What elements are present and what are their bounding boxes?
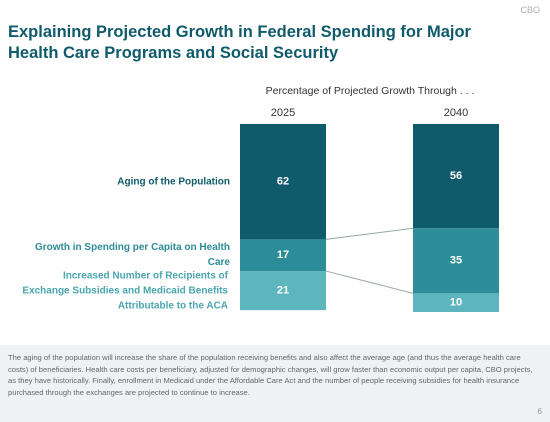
x-tick-label: 2025 bbox=[271, 107, 295, 119]
footer-panel bbox=[0, 345, 550, 422]
x-tick-label: 2040 bbox=[444, 107, 468, 119]
data-label: 17 bbox=[277, 249, 289, 261]
connector bbox=[325, 270, 414, 294]
data-label: 35 bbox=[450, 255, 462, 267]
data-label: 21 bbox=[277, 285, 289, 297]
data-label: 56 bbox=[450, 170, 462, 182]
bar-segment bbox=[413, 124, 499, 229]
brand: CBO bbox=[520, 5, 540, 15]
chart-title: Explaining Projected Growth in Federal S… bbox=[8, 23, 471, 62]
connector bbox=[325, 227, 414, 240]
page-number: 6 bbox=[537, 407, 542, 416]
legend-label: Increased Number of Recipients of Exchan… bbox=[22, 270, 228, 312]
chart-subtitle: Percentage of Projected Growth Through .… bbox=[265, 85, 475, 97]
bar-segment bbox=[240, 239, 326, 272]
bar-segment bbox=[240, 271, 326, 311]
bar-segment bbox=[413, 228, 499, 294]
legend-label: Aging of the Population bbox=[117, 176, 230, 188]
bar-segment bbox=[240, 124, 326, 240]
data-label: 62 bbox=[277, 176, 289, 188]
footnote: The aging of the population will increas… bbox=[8, 353, 533, 397]
bar-segment bbox=[413, 293, 499, 312]
data-label: 10 bbox=[450, 297, 462, 309]
legend-label: Growth in Spending per Capita on Health … bbox=[34, 242, 230, 269]
